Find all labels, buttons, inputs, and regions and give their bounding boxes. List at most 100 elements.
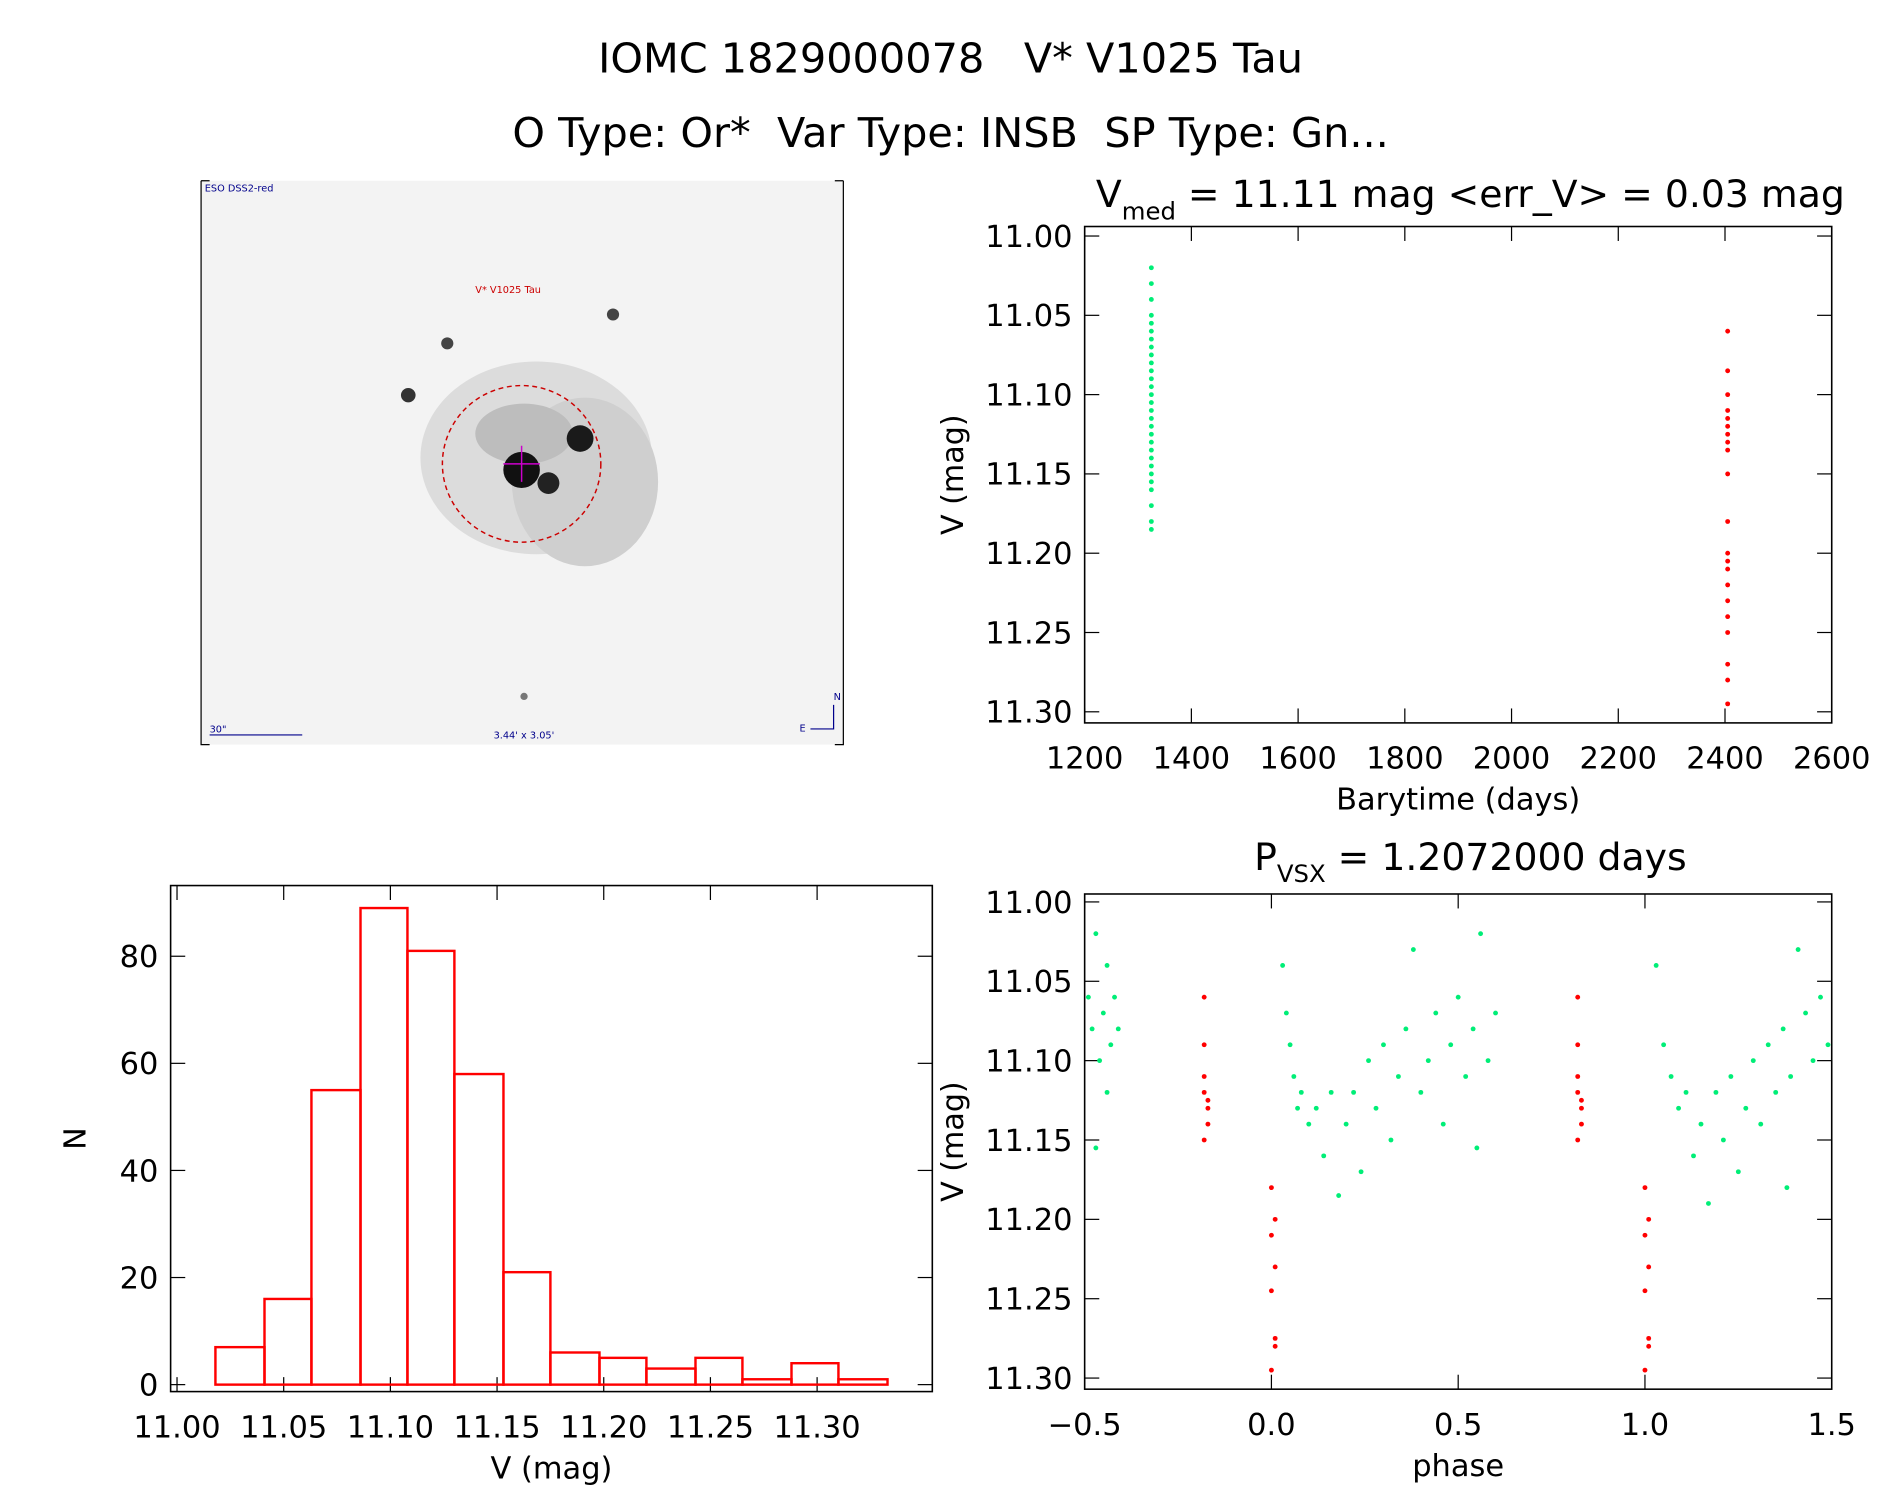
- point: [1810, 1058, 1816, 1064]
- point: [1653, 963, 1659, 968]
- point: [1093, 931, 1099, 937]
- point: [1725, 677, 1731, 683]
- x-tick-label: 11.30: [773, 1411, 860, 1446]
- point: [1148, 400, 1154, 405]
- title-symbol: V: [1096, 172, 1122, 216]
- point: [1287, 1042, 1293, 1048]
- point: [1298, 1089, 1304, 1095]
- chart-title: Vmed = 11.11 mag <err_V> = 0.03 mag: [1096, 172, 1845, 225]
- plot-frame: [169, 884, 934, 1393]
- y-tick-label: 11.15: [985, 458, 1072, 493]
- point: [1148, 439, 1154, 445]
- point: [1336, 1193, 1342, 1198]
- point: [1366, 1058, 1371, 1064]
- point: [1725, 614, 1731, 620]
- point: [1646, 1216, 1652, 1222]
- point: [1425, 1058, 1431, 1064]
- point: [1104, 1089, 1110, 1095]
- histogram-bar: [790, 1362, 840, 1386]
- title-symbol: P: [1254, 835, 1277, 879]
- y-tick-label: 11.30: [985, 696, 1072, 731]
- point: [1725, 415, 1731, 421]
- point: [1381, 1042, 1386, 1048]
- point: [1104, 963, 1110, 968]
- title-text: = 11.11 mag <err_V> = 0.03 mag: [1176, 172, 1845, 216]
- point: [1089, 1026, 1095, 1032]
- chart-title: PVSX = 1.2072000 days: [1254, 835, 1687, 888]
- point: [1418, 1089, 1424, 1095]
- point: [1343, 1121, 1349, 1127]
- y-tick-label: 20: [120, 1262, 159, 1297]
- histogram-bar: [453, 1072, 505, 1386]
- point: [1395, 1074, 1401, 1079]
- y-tick-label: 11.25: [985, 617, 1072, 652]
- point: [1470, 1026, 1476, 1032]
- y-tick-label: 11.15: [985, 1124, 1072, 1159]
- point: [1093, 1145, 1099, 1151]
- point: [1148, 344, 1154, 350]
- point: [1280, 963, 1286, 968]
- y-tick-label: 11.20: [985, 537, 1072, 572]
- point: [1725, 519, 1731, 524]
- point: [1579, 1105, 1584, 1111]
- point: [1268, 1288, 1274, 1294]
- point: [1575, 1137, 1581, 1143]
- point: [1272, 1343, 1278, 1349]
- point: [1725, 423, 1731, 429]
- point: [1268, 1367, 1274, 1373]
- y-axis-label: N: [58, 1127, 93, 1150]
- point: [1493, 1010, 1498, 1016]
- point: [1713, 1089, 1719, 1095]
- point: [1108, 1042, 1114, 1048]
- x-tick-label: 1.0: [1621, 1408, 1669, 1443]
- star: [520, 692, 528, 701]
- histogram-bar: [214, 1345, 266, 1386]
- point: [1148, 352, 1154, 358]
- point: [1642, 1288, 1648, 1294]
- point: [1272, 1264, 1278, 1270]
- x-tick-label: −0.5: [1048, 1408, 1122, 1443]
- histogram-bar: [645, 1367, 697, 1386]
- point: [1321, 1153, 1327, 1159]
- point: [1148, 527, 1154, 532]
- point: [1825, 1042, 1831, 1048]
- point: [1463, 1074, 1469, 1079]
- point: [1148, 376, 1154, 382]
- x-tick-label: 1400: [1153, 742, 1231, 777]
- y-tick-label: 11.25: [985, 1283, 1072, 1318]
- y-tick-label: 60: [120, 1047, 159, 1082]
- point: [1272, 1216, 1278, 1222]
- point: [1676, 1105, 1682, 1111]
- figure-subtitle: O Type: Or* Var Type: INSB SP Type: Gn..…: [512, 109, 1388, 157]
- point: [1205, 1105, 1211, 1111]
- point: [1720, 1137, 1726, 1143]
- histogram-bar: [359, 906, 409, 1386]
- point: [1448, 1042, 1454, 1048]
- x-tick-label: 2600: [1793, 742, 1871, 777]
- star: [537, 472, 560, 494]
- point: [1725, 661, 1731, 667]
- nebula: [475, 403, 573, 464]
- point: [1642, 1185, 1648, 1191]
- histogram-bar: [310, 1088, 362, 1386]
- compass: [810, 704, 835, 730]
- y-tick-label: 11.10: [985, 379, 1072, 414]
- point: [1579, 1097, 1584, 1103]
- point: [1272, 1335, 1278, 1341]
- point: [1268, 1232, 1274, 1238]
- point: [1725, 550, 1731, 556]
- point: [1205, 1097, 1211, 1103]
- point: [1575, 994, 1581, 1000]
- point: [1283, 1010, 1289, 1016]
- x-tick-label: 2200: [1580, 742, 1658, 777]
- point: [1148, 392, 1154, 398]
- point: [1725, 582, 1731, 588]
- y-tick-label: 11.00: [985, 886, 1072, 921]
- star: [606, 308, 620, 321]
- point: [1575, 1074, 1581, 1079]
- point: [1661, 1042, 1667, 1048]
- point: [1268, 1185, 1274, 1191]
- point: [1725, 392, 1731, 398]
